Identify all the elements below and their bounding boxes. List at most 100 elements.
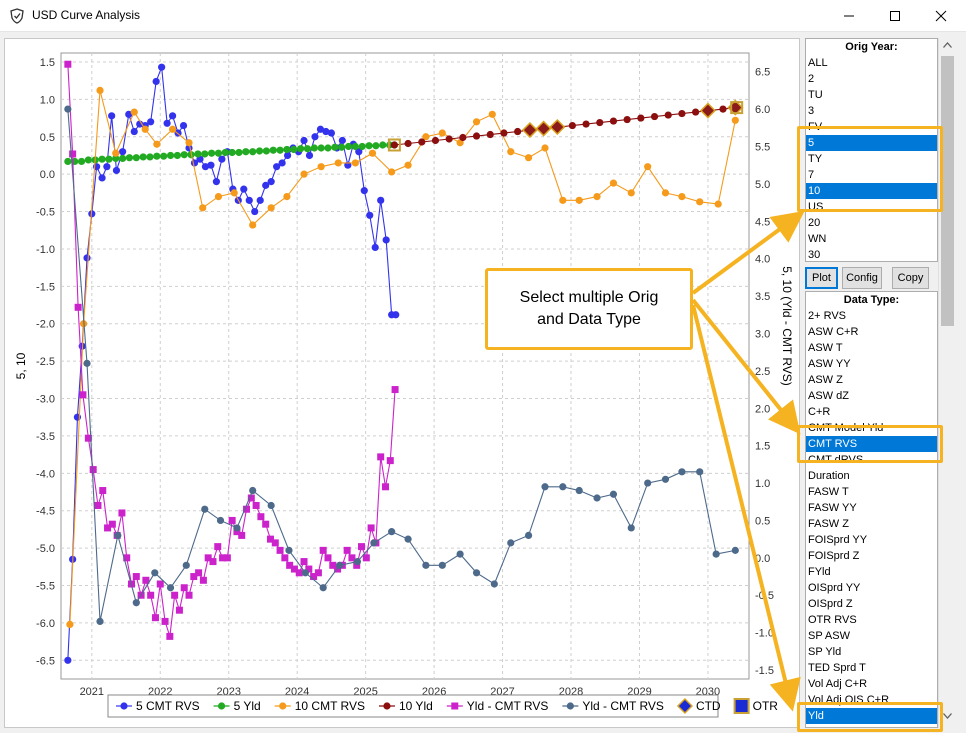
series-1-point — [331, 143, 339, 151]
series-5-point — [201, 505, 209, 513]
data-type-item[interactable]: 2+ RVS — [808, 310, 847, 322]
series-4-point — [228, 516, 236, 524]
orig-year-item[interactable]: ALL — [808, 57, 828, 69]
series-0-point — [278, 159, 286, 167]
series-2-point — [609, 179, 618, 187]
series-5-point — [575, 486, 583, 495]
data-type-item[interactable]: FASW Z — [808, 518, 849, 530]
chevron-down-icon[interactable] — [943, 713, 952, 719]
series-1-point — [242, 148, 250, 156]
series-4-point — [190, 573, 198, 581]
y2-tick-label: 2.0 — [755, 403, 770, 415]
series-0-point — [392, 311, 400, 319]
series-2-point — [388, 168, 396, 176]
orig-year-item[interactable]: 7 — [808, 169, 815, 181]
chevron-up-icon[interactable] — [943, 42, 952, 48]
data-type-item[interactable]: SP ASW — [808, 630, 850, 642]
data-type-item[interactable]: ASW T — [808, 342, 843, 354]
data-type-item[interactable]: Vol Adj C+R — [808, 678, 868, 690]
chart-panel: 1.5 1.0 0.5 0.0 -0.5 -1.0 -1.5 -2.0 -2.5 -3.0 -3.5… — [4, 38, 800, 728]
series-0-point — [98, 174, 106, 182]
series-5-point — [336, 561, 344, 569]
series-4-point — [252, 501, 260, 509]
series-0-point — [267, 178, 275, 186]
maximize-icon — [890, 11, 900, 21]
y2-axis-label: 5, 10 (Yld - CMT RVS) — [780, 266, 794, 386]
data-type-item[interactable]: OISprd Z — [808, 598, 853, 610]
series-2-point — [168, 125, 177, 133]
data-type-item[interactable]: FOISprd Z — [808, 550, 860, 562]
series-1-point — [379, 141, 387, 149]
series-4-point — [319, 546, 327, 554]
series-2-point — [300, 170, 308, 178]
data-type-item[interactable]: OISprd YY — [808, 582, 861, 594]
data-type-item[interactable]: OTR RVS — [808, 614, 857, 626]
series-5-point — [96, 617, 104, 626]
series-1-point — [139, 153, 147, 161]
series-4-point — [209, 558, 217, 566]
data-type-item[interactable]: FASW YY — [808, 502, 857, 514]
series-2-point — [283, 192, 291, 201]
orig-year-item[interactable]: 5 — [806, 135, 937, 151]
series-4-point — [290, 565, 298, 573]
series-5-point — [541, 483, 549, 491]
orig-year-item[interactable]: 10 — [806, 183, 937, 199]
data-type-item[interactable]: ASW Z — [808, 374, 843, 386]
series-4-point — [271, 539, 279, 547]
series-1-point — [194, 150, 202, 158]
series-0-point — [212, 178, 220, 186]
data-type-item[interactable]: FYld — [808, 566, 831, 578]
series-1-point — [262, 147, 270, 155]
series-5-point — [731, 546, 739, 554]
orig-year-item[interactable]: TY — [808, 153, 823, 165]
data-type-item[interactable]: Duration — [808, 470, 850, 482]
orig-year-item[interactable]: 3 — [808, 105, 815, 117]
series-4-point — [185, 591, 193, 599]
orig-year-item[interactable]: TU — [808, 89, 823, 101]
series-5-point — [216, 516, 225, 525]
series-5-point — [249, 486, 257, 495]
callout-line-2: and Data Type — [537, 311, 641, 328]
series-1-point — [303, 145, 312, 153]
series-5-point — [404, 535, 412, 543]
data-type-item[interactable]: FASW T — [808, 486, 849, 498]
series-2-point — [524, 154, 533, 162]
series-4-point — [166, 632, 174, 640]
scrollbar-thumb[interactable] — [941, 56, 954, 326]
config-button[interactable]: Config — [842, 267, 882, 289]
orig-year-item[interactable]: 30 — [808, 249, 821, 261]
series-4-point — [358, 543, 366, 551]
y-tick-label: -1.0 — [36, 244, 55, 256]
series-2-point — [317, 163, 325, 171]
plot-button[interactable]: Plot — [805, 267, 838, 289]
series-4-point — [214, 543, 222, 551]
series-1-point — [269, 146, 277, 154]
data-type-item[interactable]: CMT RVS — [806, 436, 937, 452]
orig-year-item[interactable]: WN — [808, 233, 827, 245]
data-type-item[interactable]: SP Yld — [808, 646, 842, 658]
copy-button[interactable]: Copy — [892, 267, 929, 289]
data-type-item[interactable]: Yld — [806, 708, 937, 724]
legend-marker — [566, 702, 574, 710]
data-type-item[interactable]: ASW dZ — [808, 390, 849, 402]
minimize-button[interactable] — [826, 0, 872, 32]
series-4-point — [151, 614, 159, 622]
legend-label: 10 CMT RVS — [295, 699, 365, 713]
data-type-item[interactable]: ASW C+R — [808, 326, 859, 338]
close-button[interactable] — [918, 0, 964, 32]
series-5-line — [67, 109, 736, 622]
data-type-item[interactable]: FOISprd YY — [808, 534, 868, 546]
data-type-item[interactable]: C+R — [808, 406, 831, 418]
orig-year-list[interactable]: Orig Year: ALL 2 TU 3 FV 5 TY 7 10 US 20 WN 30 — [805, 38, 938, 262]
maximize-button[interactable] — [872, 0, 918, 32]
series-1-point — [372, 142, 380, 150]
orig-year-item[interactable]: 2 — [808, 73, 815, 85]
data-type-item[interactable]: ASW YY — [808, 358, 851, 370]
orig-year-item[interactable]: 20 — [808, 217, 821, 229]
curve-chart[interactable]: 1.5 1.0 0.5 0.0 -0.5 -1.0 -1.5 -2.0 -2.5 -3.0 -3.5… — [5, 39, 801, 729]
data-type-item[interactable]: TED Sprd T — [808, 662, 866, 674]
series-0-point — [311, 133, 319, 141]
series-4-point — [353, 561, 361, 569]
data-type-list[interactable]: Data Type: 2+ RVS ASW C+R ASW T ASW YY ASW Z… — [805, 291, 938, 728]
series-4-point — [84, 434, 92, 442]
